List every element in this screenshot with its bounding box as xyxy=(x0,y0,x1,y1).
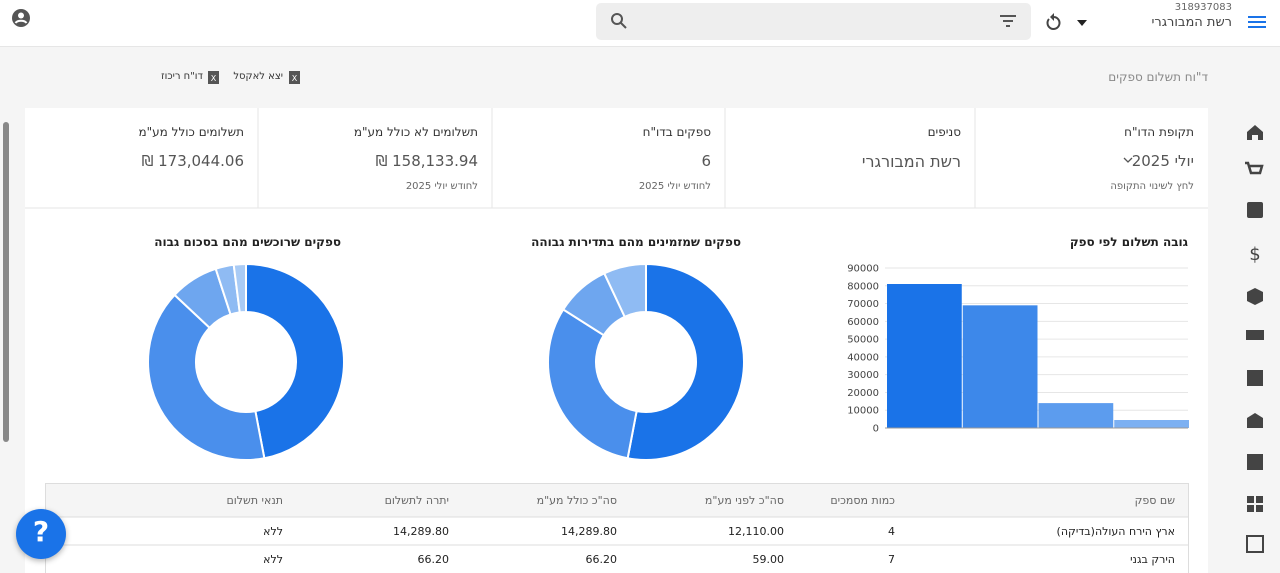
scrollbar-thumb[interactable] xyxy=(3,122,9,442)
table-header-bg xyxy=(46,484,1188,517)
report-icon[interactable] xyxy=(1247,454,1263,470)
table-header: תנאי תשלום xyxy=(226,494,283,507)
search-bar[interactable] xyxy=(596,3,1031,40)
pie-slice xyxy=(245,262,345,460)
page-title: ד"וח תשלום ספקים xyxy=(1108,70,1208,84)
y-tick-label: 10000 xyxy=(847,406,879,417)
card-sub: לחודש יולי 2025 xyxy=(405,181,478,192)
dollar-icon[interactable]: $ xyxy=(1249,244,1260,265)
card-sub[interactable]: לחץ לשינוי התקופה xyxy=(1110,181,1194,192)
table-header: כמות מסמכים xyxy=(830,494,895,507)
card-value: 158,133.94 ₪ xyxy=(375,152,478,170)
y-tick-label: 80000 xyxy=(847,281,879,292)
pie-slice xyxy=(232,262,247,314)
building-icon[interactable] xyxy=(1247,370,1263,386)
table-header: שם ספק xyxy=(1134,494,1175,507)
archive-icon[interactable] xyxy=(1246,535,1264,553)
table-header: סה"כ כולל מע"מ xyxy=(536,494,617,507)
cart-icon[interactable] xyxy=(1245,161,1264,175)
y-tick-label: 90000 xyxy=(847,264,879,275)
pie-slice xyxy=(602,262,647,319)
table-cell: 14,289.80 xyxy=(561,525,617,538)
bar xyxy=(887,284,962,428)
y-tick-label: 50000 xyxy=(847,335,879,346)
store-name[interactable]: רשת המבורגרי xyxy=(1151,15,1232,30)
search-icon[interactable] xyxy=(610,12,628,30)
menu-icon[interactable] xyxy=(1248,15,1266,29)
y-tick-label: 0 xyxy=(873,424,879,435)
table-cell: ללא xyxy=(263,553,283,566)
pie-slice xyxy=(147,293,266,461)
excel-icon[interactable]: X xyxy=(208,71,219,84)
card-value: 173,044.06 ₪ xyxy=(141,152,244,170)
refresh-icon[interactable] xyxy=(1045,13,1063,31)
summary-report-button[interactable]: דו"ח ריכוז xyxy=(161,71,203,82)
card-title: תשלומים לא כולל מע"מ xyxy=(353,125,478,139)
svg-text:X: X xyxy=(292,74,298,83)
table-cell: ללא xyxy=(263,525,283,538)
widgets-icon[interactable] xyxy=(1256,496,1263,503)
box-icon[interactable] xyxy=(1247,288,1263,305)
help-button[interactable] xyxy=(16,509,66,559)
dropdown-caret[interactable] xyxy=(1077,20,1087,26)
y-tick-label: 20000 xyxy=(847,388,879,399)
y-tick-label: 40000 xyxy=(847,352,879,363)
widgets-icon[interactable] xyxy=(1247,505,1254,512)
card-title: סניפים xyxy=(927,125,961,139)
y-tick-label: 60000 xyxy=(847,317,879,328)
pie-slice xyxy=(547,308,638,460)
table-cell: 7 xyxy=(888,553,895,566)
table-cell: 4 xyxy=(888,525,895,538)
card-sub: לחודש יולי 2025 xyxy=(638,181,711,192)
pie-slice xyxy=(626,262,745,461)
y-tick-label: 70000 xyxy=(847,299,879,310)
table-header: סה"כ לפני מע"מ xyxy=(704,494,784,507)
sidebar: $ xyxy=(1245,125,1264,553)
table-cell: 12,110.00 xyxy=(728,525,784,538)
account-id: 318937083 xyxy=(1174,2,1232,13)
card-value: רשת המבורגרי xyxy=(861,152,961,171)
period-chevron xyxy=(1123,157,1133,163)
table-cell: 14,289.80 xyxy=(393,525,449,538)
y-tick-label: 30000 xyxy=(847,370,879,381)
warehouse-icon[interactable] xyxy=(1247,413,1263,428)
filter-icon[interactable] xyxy=(999,14,1017,28)
table-cell[interactable]: הירק בגני xyxy=(1130,553,1175,566)
bar xyxy=(1114,420,1189,428)
export-button[interactable]: יצא לאקסל xyxy=(233,71,283,82)
help-label[interactable]: ? xyxy=(32,515,50,548)
truck-icon[interactable] xyxy=(1246,330,1264,340)
widgets-icon[interactable] xyxy=(1256,505,1263,512)
chart-title: ספקים שמזמינים מהם בתדירות גבוהה xyxy=(531,235,741,249)
table-cell: 59.00 xyxy=(752,553,785,566)
card-value: 6 xyxy=(701,152,711,170)
table-cell[interactable]: ארץ הירח העולה(בדיקה) xyxy=(1056,525,1175,538)
card-title: ספקים בדו"ח xyxy=(642,125,711,139)
card-title: תקופת הדו"ח xyxy=(1124,125,1194,139)
widgets-icon[interactable] xyxy=(1247,496,1254,503)
svg-text:X: X xyxy=(211,74,217,83)
clipboard-icon[interactable] xyxy=(1247,202,1263,218)
card-value[interactable]: יולי 2025 xyxy=(1131,152,1194,170)
bar xyxy=(1038,403,1114,428)
bar xyxy=(962,305,1038,428)
table-cell: 66.20 xyxy=(585,553,618,566)
table-header: יתרה לתשלום xyxy=(384,494,449,507)
chart-title: ספקים שרוכשים מהם בסכום גבוה xyxy=(154,235,341,249)
card-title: תשלומים כולל מע"מ xyxy=(138,125,245,139)
chart-title: גובה תשלום לפי ספק xyxy=(1070,235,1189,249)
excel-icon[interactable]: X xyxy=(289,71,300,84)
table-cell: 66.20 xyxy=(417,553,450,566)
account-icon[interactable] xyxy=(11,8,31,28)
home-icon[interactable] xyxy=(1247,125,1263,140)
